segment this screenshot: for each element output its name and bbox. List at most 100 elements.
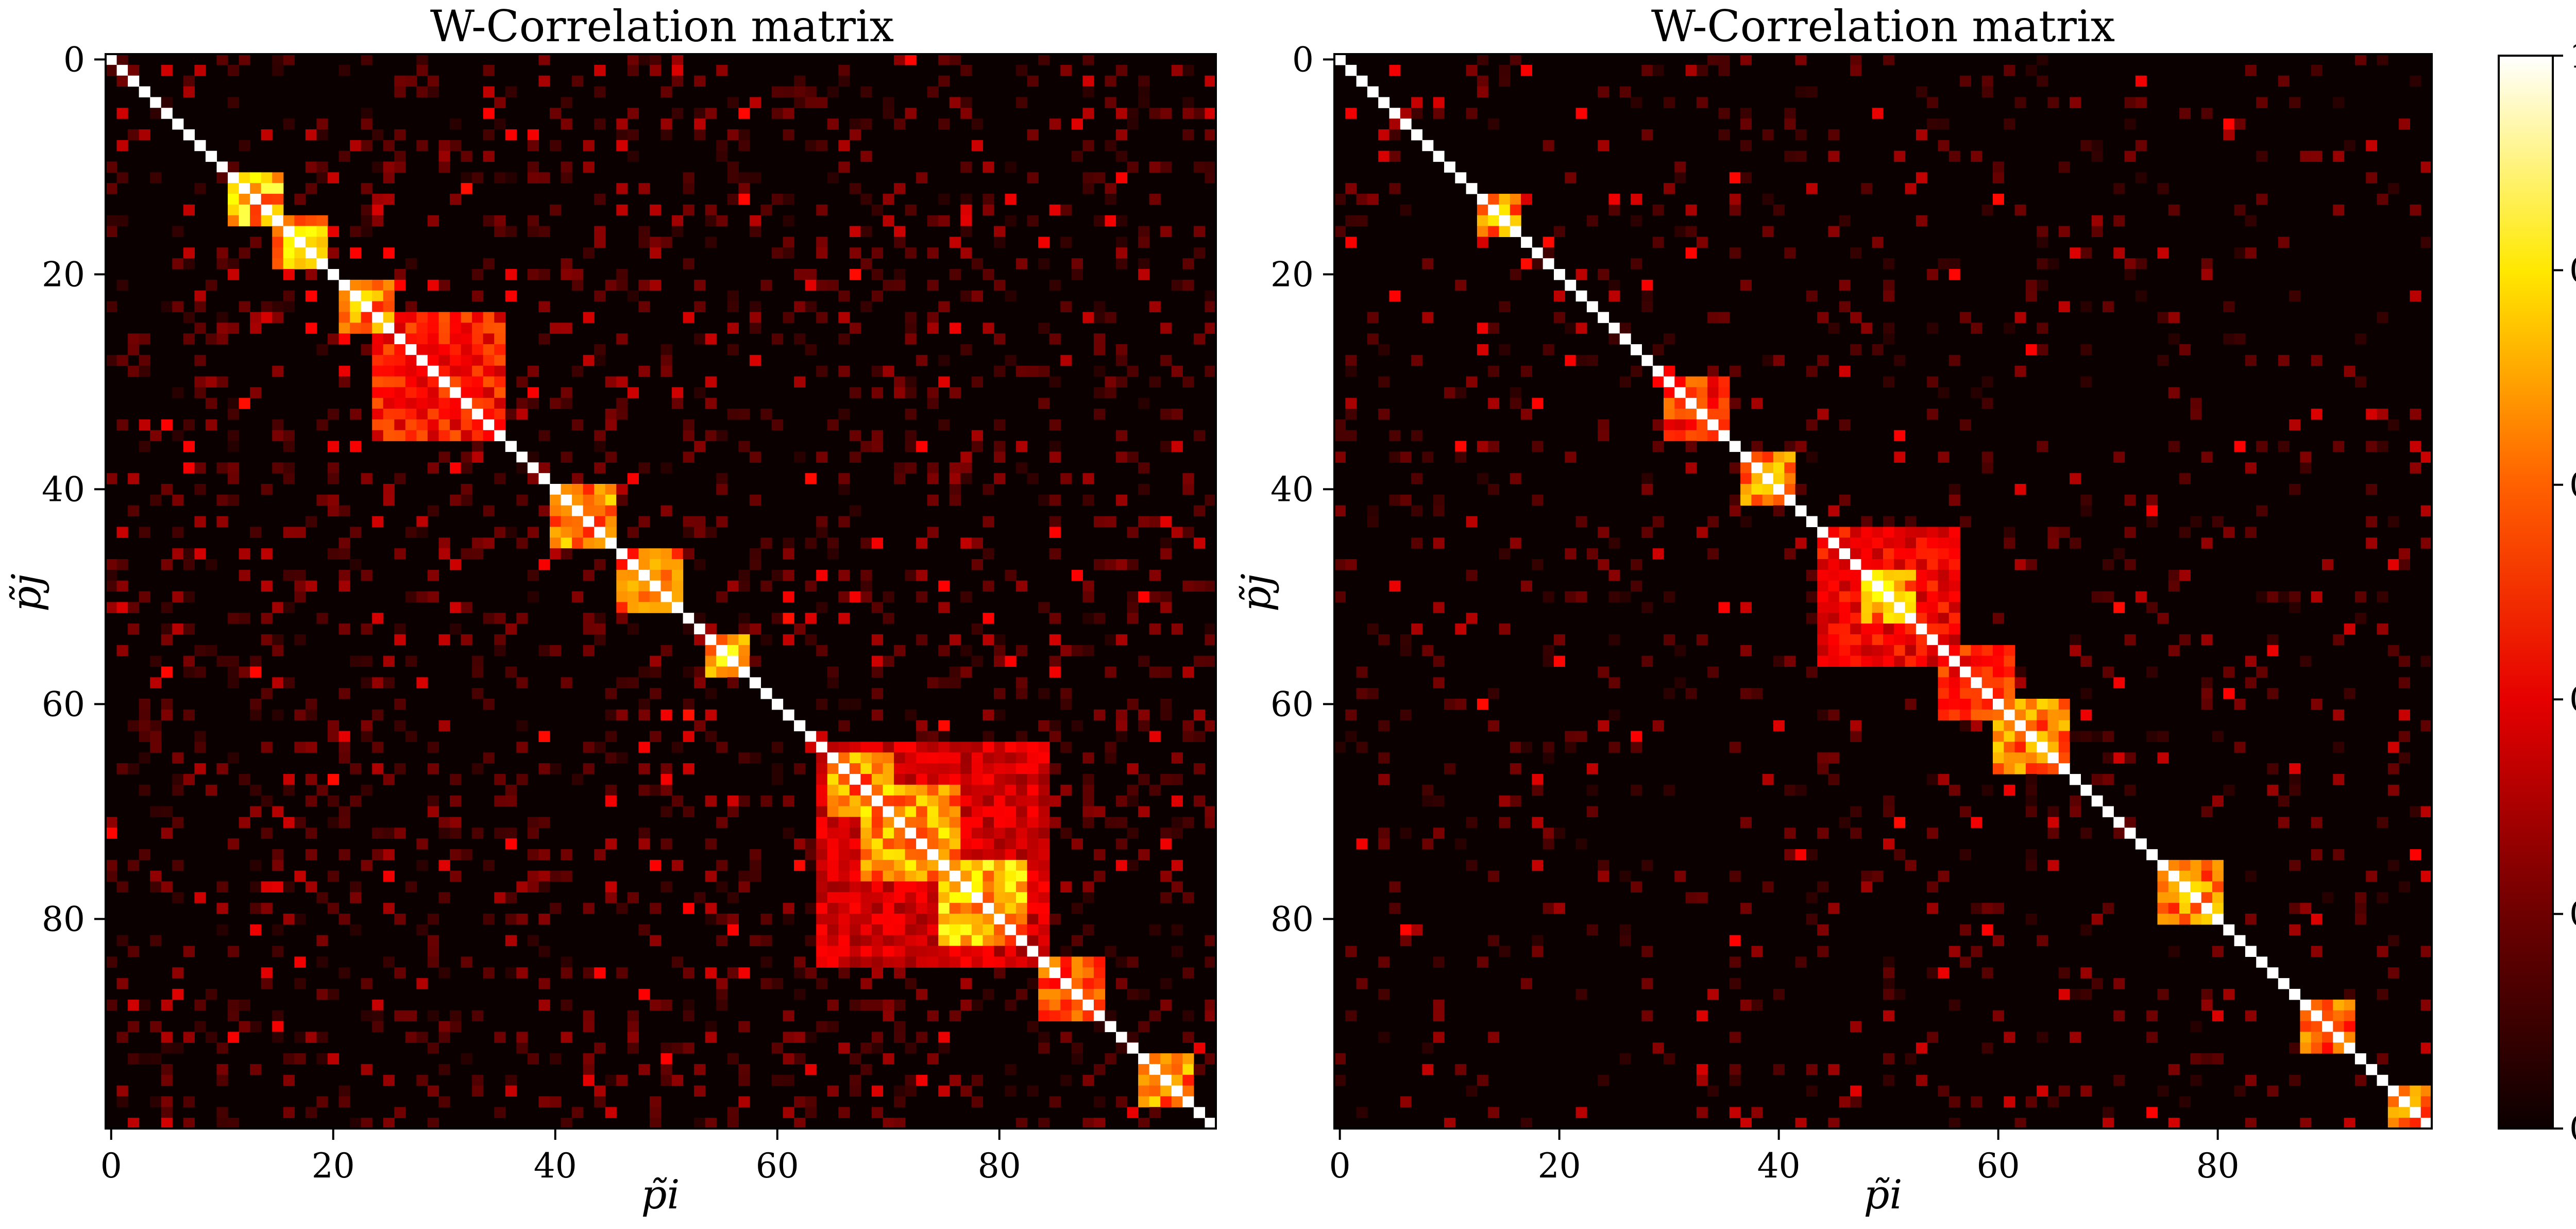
heatmap-cell — [905, 204, 917, 216]
heatmap-cell — [594, 613, 606, 624]
heatmap-cell — [960, 946, 972, 957]
heatmap-cell — [205, 398, 217, 409]
heatmap-cell — [605, 484, 617, 495]
heatmap-cell — [1608, 333, 1620, 345]
heatmap-cell — [1027, 365, 1039, 377]
heatmap-cell — [350, 763, 362, 775]
heatmap-cell — [2025, 773, 2037, 785]
heatmap-cell — [2103, 1118, 2114, 1129]
heatmap-cell — [106, 64, 117, 76]
heatmap-cell — [838, 742, 850, 753]
heatmap-cell — [1565, 323, 1577, 334]
heatmap-cell — [1850, 1096, 1861, 1107]
heatmap-cell — [2410, 849, 2421, 861]
heatmap-cell — [328, 773, 340, 785]
heatmap-cell — [116, 419, 128, 431]
heatmap-cell — [1828, 569, 1840, 581]
heatmap-cell — [516, 967, 528, 979]
heatmap-cell — [1795, 956, 1807, 968]
heatmap-cell — [272, 215, 284, 227]
heatmap-cell — [849, 935, 861, 947]
heatmap-cell — [1071, 1010, 1083, 1022]
heatmap-cell — [1960, 806, 1971, 817]
heatmap-cell — [1138, 1064, 1150, 1075]
heatmap-cell — [1182, 279, 1194, 291]
heatmap-cell — [783, 914, 794, 925]
heatmap-cell — [683, 1010, 694, 1022]
heatmap-cell — [338, 365, 350, 377]
heatmap-cell — [328, 462, 340, 474]
heatmap-cell — [250, 924, 262, 936]
heatmap-cell — [1993, 699, 2004, 710]
heatmap-cell — [1806, 914, 1818, 925]
heatmap-cell — [1182, 484, 1194, 495]
heatmap-cell — [727, 323, 739, 334]
heatmap-cell — [1160, 161, 1172, 173]
heatmap-cell — [1127, 108, 1139, 119]
heatmap-cell — [2004, 119, 2015, 130]
heatmap-cell — [1345, 946, 1357, 957]
heatmap-cell — [1488, 688, 1500, 699]
heatmap-cell — [2289, 602, 2300, 613]
heatmap-cell — [494, 323, 506, 334]
heatmap-cell — [1060, 64, 1072, 76]
heatmap-cell — [172, 773, 184, 785]
heatmap-cell — [994, 924, 1006, 936]
heatmap-cell — [1127, 602, 1139, 613]
heatmap-cell — [472, 451, 484, 463]
heatmap-cell — [738, 194, 750, 205]
heatmap-cell — [705, 731, 717, 742]
heatmap-cell — [1883, 516, 1894, 527]
heatmap-cell — [239, 140, 250, 151]
heatmap-cell — [2113, 1010, 2125, 1022]
heatmap-cell — [927, 838, 939, 850]
heatmap-cell — [772, 613, 784, 624]
heatmap-cell — [1171, 828, 1183, 839]
heatmap-cell — [871, 752, 884, 764]
heatmap-cell — [1971, 709, 1982, 721]
heatmap-cell — [2344, 1042, 2355, 1054]
heatmap-cell — [1378, 376, 1390, 388]
heatmap-cell — [294, 580, 306, 592]
heatmap-cell — [672, 569, 684, 581]
heatmap-cell — [1938, 624, 1950, 635]
heatmap-cell — [994, 892, 1006, 903]
heatmap-cell — [627, 559, 639, 570]
heatmap-cell — [638, 742, 650, 753]
heatmap-cell — [894, 999, 906, 1011]
heatmap-cell — [1378, 838, 1390, 850]
heatmap-cell — [450, 365, 462, 377]
heatmap-cell — [505, 784, 517, 796]
heatmap-cell — [2201, 269, 2213, 280]
heatmap-cell — [1740, 484, 1752, 495]
heatmap-cell — [1005, 355, 1016, 366]
heatmap-cell — [1488, 323, 1500, 334]
heatmap-cell — [838, 773, 850, 785]
heatmap-cell — [1488, 1107, 1500, 1118]
heatmap-cell — [2387, 784, 2399, 796]
heatmap-cell — [849, 849, 861, 861]
heatmap-cell — [1740, 462, 1752, 474]
heatmap-cell — [338, 333, 350, 345]
heatmap-cell — [1631, 559, 1642, 570]
heatmap-cell — [505, 409, 517, 420]
heatmap-cell — [694, 624, 706, 635]
heatmap-cell — [1027, 903, 1039, 914]
heatmap-cell — [694, 75, 706, 87]
heatmap-cell — [1027, 75, 1039, 87]
heatmap-cell — [805, 473, 817, 484]
heatmap-cell — [2080, 655, 2092, 667]
heatmap-cell — [1598, 86, 1609, 97]
heatmap-cell — [1861, 537, 1873, 549]
heatmap-cell — [2300, 999, 2312, 1011]
heatmap-cell — [139, 129, 150, 141]
heatmap-cell — [494, 1107, 506, 1118]
heatmap-cell — [2080, 688, 2092, 699]
heatmap-cell — [572, 494, 584, 506]
heatmap-cell — [338, 312, 350, 323]
heatmap-cell — [871, 269, 884, 280]
heatmap-cell — [116, 580, 128, 592]
heatmap-cell — [1828, 602, 1840, 613]
heatmap-cell — [960, 849, 972, 861]
heatmap-cell — [2289, 773, 2300, 785]
